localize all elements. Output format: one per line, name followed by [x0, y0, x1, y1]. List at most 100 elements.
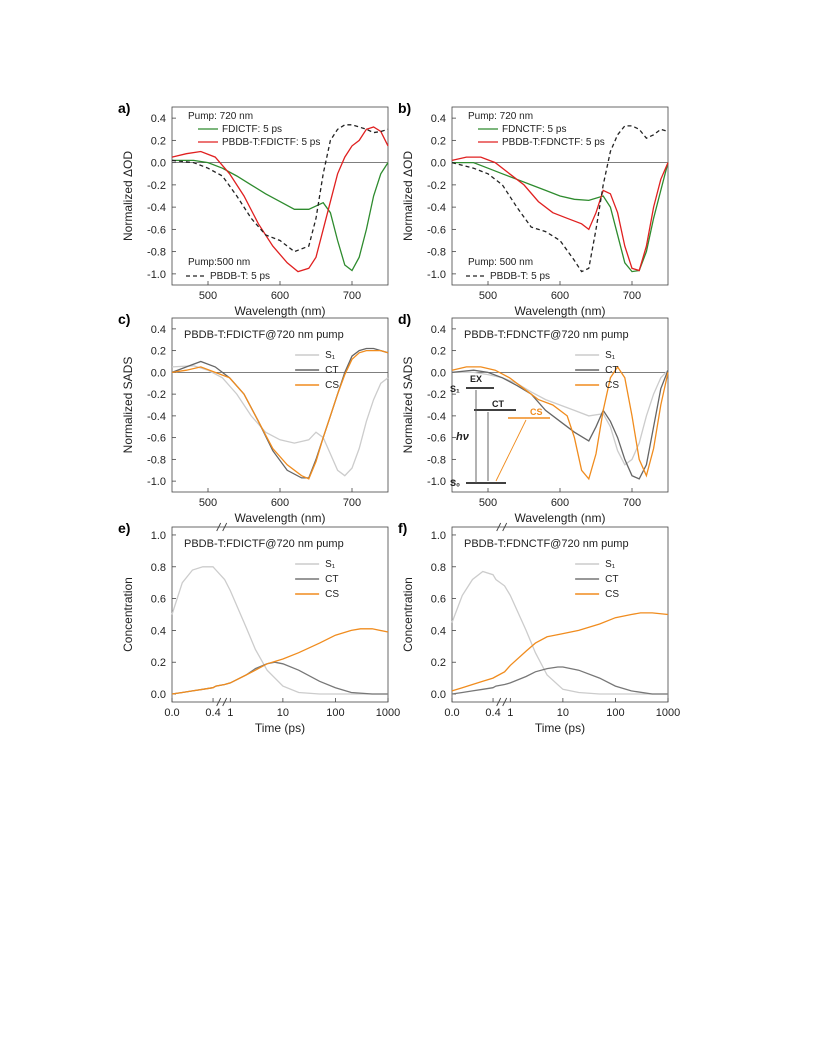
series-line — [452, 369, 669, 466]
panel-label: f) — [398, 520, 407, 536]
x-tick-label: 1 — [507, 707, 513, 719]
x-axis-label: Wavelength (nm) — [235, 304, 326, 318]
y-tick-label: 0.0 — [151, 367, 166, 379]
y-tick-label: 0.4 — [431, 324, 446, 336]
plot-frame — [171, 317, 389, 493]
axis-break-mark — [502, 522, 508, 532]
y-tick-label: 0.6 — [431, 594, 446, 606]
x-tick-label: 600 — [271, 290, 289, 302]
x-tick-label: 1000 — [376, 707, 400, 719]
legend-label: CS — [325, 589, 339, 600]
x-tick-label: 700 — [343, 290, 361, 302]
series-line — [171, 628, 389, 695]
y-axis-label: Concentration — [401, 577, 415, 652]
legend-label: PBDB-T: 5 ps — [490, 271, 550, 282]
inset-label: CS — [530, 407, 543, 417]
x-tick-label: 700 — [623, 497, 641, 509]
x-tick-label: 1000 — [656, 707, 680, 719]
legend-label: FDICTF: 5 ps — [222, 124, 282, 135]
panel-f: f) 1.0 0.8 0.6 0.4 0.2 0.0 0.0 0.4 1 10 100 1000 Time… — [398, 520, 680, 735]
axis-break-mark — [496, 522, 502, 532]
x-axis-label: Wavelength (nm) — [515, 304, 606, 318]
y-tick-label: 1.0 — [151, 530, 166, 542]
legend-label: CT — [605, 365, 618, 376]
legend-label: PBDB-T:FDICTF: 5 ps — [222, 137, 320, 148]
series-line — [171, 365, 389, 477]
chart-title: PBDB-T:FDICTF@720 nm pump — [184, 329, 344, 341]
series-line — [451, 666, 668, 695]
series-line — [171, 124, 389, 253]
x-tick-label: 500 — [479, 290, 497, 302]
y-tick-label: 0.2 — [151, 135, 166, 147]
axis-break-mark — [222, 522, 228, 532]
series-line — [451, 369, 669, 480]
legend-label: S₁ — [605, 559, 616, 570]
legend-label: CS — [325, 380, 339, 391]
x-tick-label: 700 — [343, 497, 361, 509]
series-line — [171, 349, 389, 480]
legend-label: PBDB-T: 5 ps — [210, 271, 270, 282]
y-tick-label: -0.2 — [147, 180, 166, 192]
inset-label: EX — [470, 374, 482, 384]
axis-break-mark — [222, 697, 228, 707]
y-tick-label: 0.2 — [431, 657, 446, 669]
panel-label: e) — [118, 520, 130, 536]
y-tick-label: -0.2 — [427, 180, 446, 192]
y-tick-label: -0.6 — [427, 433, 446, 445]
y-tick-label: -0.6 — [147, 224, 166, 236]
y-tick-label: 0.0 — [431, 158, 446, 170]
inset-label: S₁ — [450, 384, 460, 394]
x-axis-label: Time (ps) — [255, 721, 305, 735]
legend-label: CS — [605, 380, 619, 391]
y-tick-label: -0.8 — [427, 247, 446, 259]
y-axis-label: Normalized SADS — [401, 357, 415, 454]
series-line — [171, 126, 389, 273]
chart-title: PBDB-T:FDNCTF@720 nm pump — [464, 538, 629, 550]
chart-title: PBDB-T:FDNCTF@720 nm pump — [464, 329, 629, 341]
series-line — [451, 156, 669, 272]
x-tick-label: 0.4 — [485, 707, 500, 719]
x-tick-label: 100 — [606, 707, 624, 719]
y-tick-label: 0.8 — [151, 562, 166, 574]
panel-e: e) 1.0 0.8 0.6 0.4 0.2 0.0 0.0 0.4 1 10 100 1000 Time… — [118, 520, 400, 735]
x-tick-label: 10 — [557, 707, 569, 719]
y-tick-label: -0.4 — [147, 202, 166, 214]
legend-label: S₁ — [325, 559, 336, 570]
y-tick-label: -0.8 — [147, 247, 166, 259]
y-tick-label: -0.8 — [147, 454, 166, 466]
y-tick-label: 0.4 — [431, 625, 446, 637]
series-line — [171, 566, 388, 695]
y-tick-label: -0.4 — [427, 411, 446, 423]
legend-label: CT — [325, 365, 338, 376]
y-tick-label: 0.4 — [151, 324, 166, 336]
inset-label: S₀ — [450, 478, 460, 488]
y-axis-label: Concentration — [121, 577, 135, 652]
legend-label: CT — [325, 574, 338, 585]
x-tick-label: 10 — [277, 707, 289, 719]
y-tick-label: 0.2 — [151, 346, 166, 358]
panel-c: c) 0.4 0.2 0.0 -0.2 -0.4 -0.6 -0.8 -1.0 500 600 700… — [118, 311, 389, 525]
panel-a: a) 0.4 0.2 0.0 -0.2 -0.4 -0.6 -0.8 -1.0 500 600 700… — [118, 100, 389, 318]
series-line — [452, 161, 669, 273]
y-tick-label: -0.4 — [147, 411, 166, 423]
transition-arrow — [495, 419, 527, 482]
legend-label: CS — [605, 589, 619, 600]
y-tick-label: 0.6 — [151, 594, 166, 606]
x-axis-label: Time (ps) — [535, 721, 585, 735]
y-tick-label: 0.0 — [431, 689, 446, 701]
x-tick-label: 600 — [271, 497, 289, 509]
series-line — [451, 570, 668, 695]
legend-label: S₁ — [325, 350, 336, 361]
x-axis-label: Wavelength (nm) — [235, 511, 326, 525]
y-tick-label: 0.8 — [431, 562, 446, 574]
legend-label: FDNCTF: 5 ps — [502, 124, 566, 135]
x-tick-label: 500 — [199, 497, 217, 509]
y-tick-label: -0.6 — [427, 224, 446, 236]
y-tick-label: -1.0 — [427, 476, 446, 488]
y-tick-label: -1.0 — [147, 269, 166, 281]
axis-break-mark — [502, 697, 508, 707]
panel-label: c) — [118, 311, 130, 327]
series-line — [451, 612, 669, 692]
y-tick-label: -1.0 — [427, 269, 446, 281]
